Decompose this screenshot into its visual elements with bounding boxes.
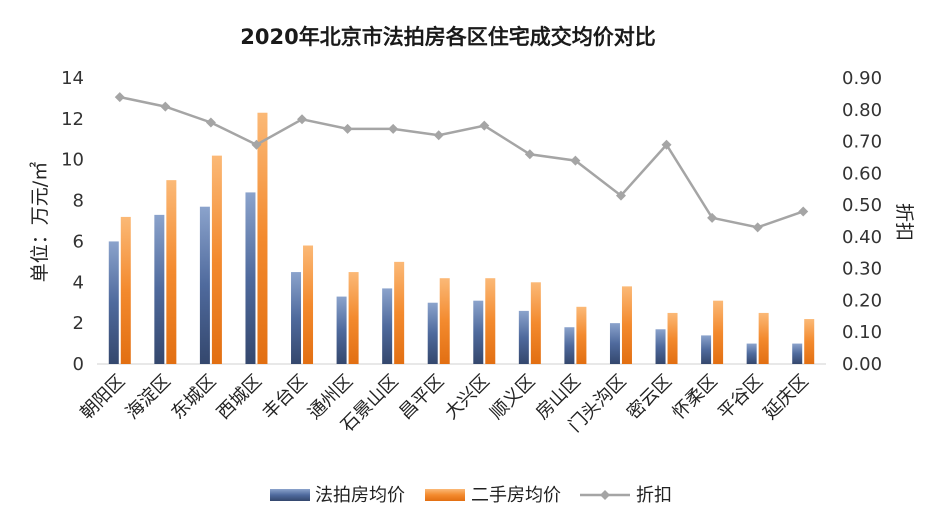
chart-title: 2020年北京市法拍房各区住宅成交均价对比 — [240, 25, 655, 49]
left-tick-label: 14 — [61, 68, 84, 89]
right-tick-label: 0.30 — [842, 259, 882, 280]
left-axis-ticks: 0 2 4 6 8 10 12 14 — [61, 68, 84, 375]
discount-point — [615, 190, 626, 201]
bar-auction-price — [518, 310, 529, 364]
bar-secondhand-price — [166, 180, 177, 364]
discount-point — [388, 123, 399, 134]
discount-point — [251, 139, 262, 150]
right-tick-label: 0.50 — [842, 195, 882, 216]
bar-secondhand-price — [394, 261, 405, 364]
bar-auction-price — [108, 241, 119, 364]
category-label: 海淀区 — [122, 371, 175, 424]
bar-auction-price — [291, 272, 302, 364]
right-tick-label: 0.40 — [842, 227, 882, 248]
bar-auction-price — [382, 288, 393, 364]
bar-secondhand-price — [211, 155, 222, 364]
category-label: 朝阳区 — [76, 371, 129, 424]
bar-auction-price — [427, 302, 438, 364]
right-tick-label: 0.80 — [842, 100, 882, 121]
bar-auction-price — [473, 300, 484, 364]
bar-auction-price — [746, 343, 757, 364]
discount-point — [661, 139, 672, 150]
right-tick-label: 0.60 — [842, 163, 882, 184]
bar-secondhand-price — [667, 312, 678, 364]
right-tick-label: 0.00 — [842, 354, 882, 375]
left-tick-label: 12 — [61, 109, 84, 130]
left-tick-label: 8 — [73, 191, 84, 212]
discount-point — [752, 222, 763, 233]
bar-auction-price — [564, 327, 575, 364]
discount-line-series — [114, 92, 809, 233]
bar-secondhand-price — [348, 272, 359, 364]
category-label: 昌平区 — [395, 371, 448, 424]
discount-line — [119, 95, 804, 229]
bar-secondhand-price — [439, 278, 450, 364]
bar-secondhand-price — [530, 282, 541, 364]
bar-auction-price — [655, 329, 666, 364]
discount-point — [205, 117, 216, 128]
bar-auction-price — [199, 206, 210, 364]
bar-auction-price — [792, 343, 803, 364]
left-tick-label: 6 — [73, 231, 84, 252]
bar-auction-price — [701, 335, 712, 364]
right-tick-label: 0.70 — [842, 132, 882, 153]
legend-label-auction: 法拍房均价 — [315, 485, 405, 506]
legend-label-discount: 折扣 — [636, 485, 672, 506]
discount-point — [114, 92, 125, 103]
discount-point — [342, 123, 353, 134]
discount-point — [479, 120, 490, 131]
category-label: 密云区 — [623, 371, 676, 424]
bar-auction-price — [154, 214, 165, 364]
category-label: 平谷区 — [714, 371, 767, 424]
right-tick-label: 0.90 — [842, 68, 882, 89]
bar-auction-price — [245, 192, 256, 364]
legend-marker-discount — [600, 490, 610, 500]
discount-point — [707, 212, 718, 223]
bar-secondhand-price — [758, 312, 769, 364]
bar-secondhand-price — [485, 278, 496, 364]
bar-auction-price — [609, 323, 620, 364]
discount-point — [160, 101, 171, 112]
bar-secondhand-price — [303, 245, 314, 364]
bar-series — [108, 112, 815, 364]
category-label: 怀柔区 — [669, 371, 722, 424]
bar-secondhand-price — [804, 319, 815, 364]
bar-auction-price — [336, 296, 347, 364]
left-tick-label: 2 — [73, 313, 84, 334]
legend-label-secondhand: 二手房均价 — [471, 485, 561, 506]
bar-secondhand-price — [120, 216, 131, 364]
right-axis-label: 折扣 — [893, 203, 915, 241]
category-labels: 朝阳区海淀区东城区西城区丰台区通州区石景山区昌平区大兴区顺义区房山区门头沟区密云… — [76, 371, 812, 437]
right-tick-label: 0.10 — [842, 322, 882, 343]
right-axis-ticks: 0.00 0.10 0.20 0.30 0.40 0.50 0.60 0.70 0.80 0.90 — [842, 68, 882, 375]
left-tick-label: 10 — [61, 150, 84, 171]
bar-secondhand-price — [713, 300, 724, 364]
category-label: 大兴区 — [441, 371, 494, 424]
legend-swatch-auction — [270, 489, 310, 501]
discount-point — [570, 155, 581, 166]
legend: 法拍房均价 二手房均价 折扣 — [270, 485, 672, 506]
legend-swatch-secondhand — [425, 489, 465, 501]
category-label: 延庆区 — [760, 371, 813, 424]
left-tick-label: 0 — [73, 354, 84, 375]
category-label: 顺义区 — [486, 371, 539, 424]
left-tick-label: 4 — [73, 272, 84, 293]
left-axis-label: 单位：万元/㎡ — [28, 162, 51, 282]
category-label: 丰台区 — [259, 371, 312, 424]
discount-point — [433, 130, 444, 141]
discount-point — [524, 149, 535, 160]
category-label: 西城区 — [213, 371, 266, 424]
bar-secondhand-price — [576, 306, 587, 364]
bar-secondhand-price — [257, 112, 268, 364]
discount-point — [798, 206, 809, 217]
bar-secondhand-price — [621, 286, 632, 364]
right-tick-label: 0.20 — [842, 290, 882, 311]
category-label: 东城区 — [167, 371, 220, 424]
discount-point — [297, 114, 308, 125]
